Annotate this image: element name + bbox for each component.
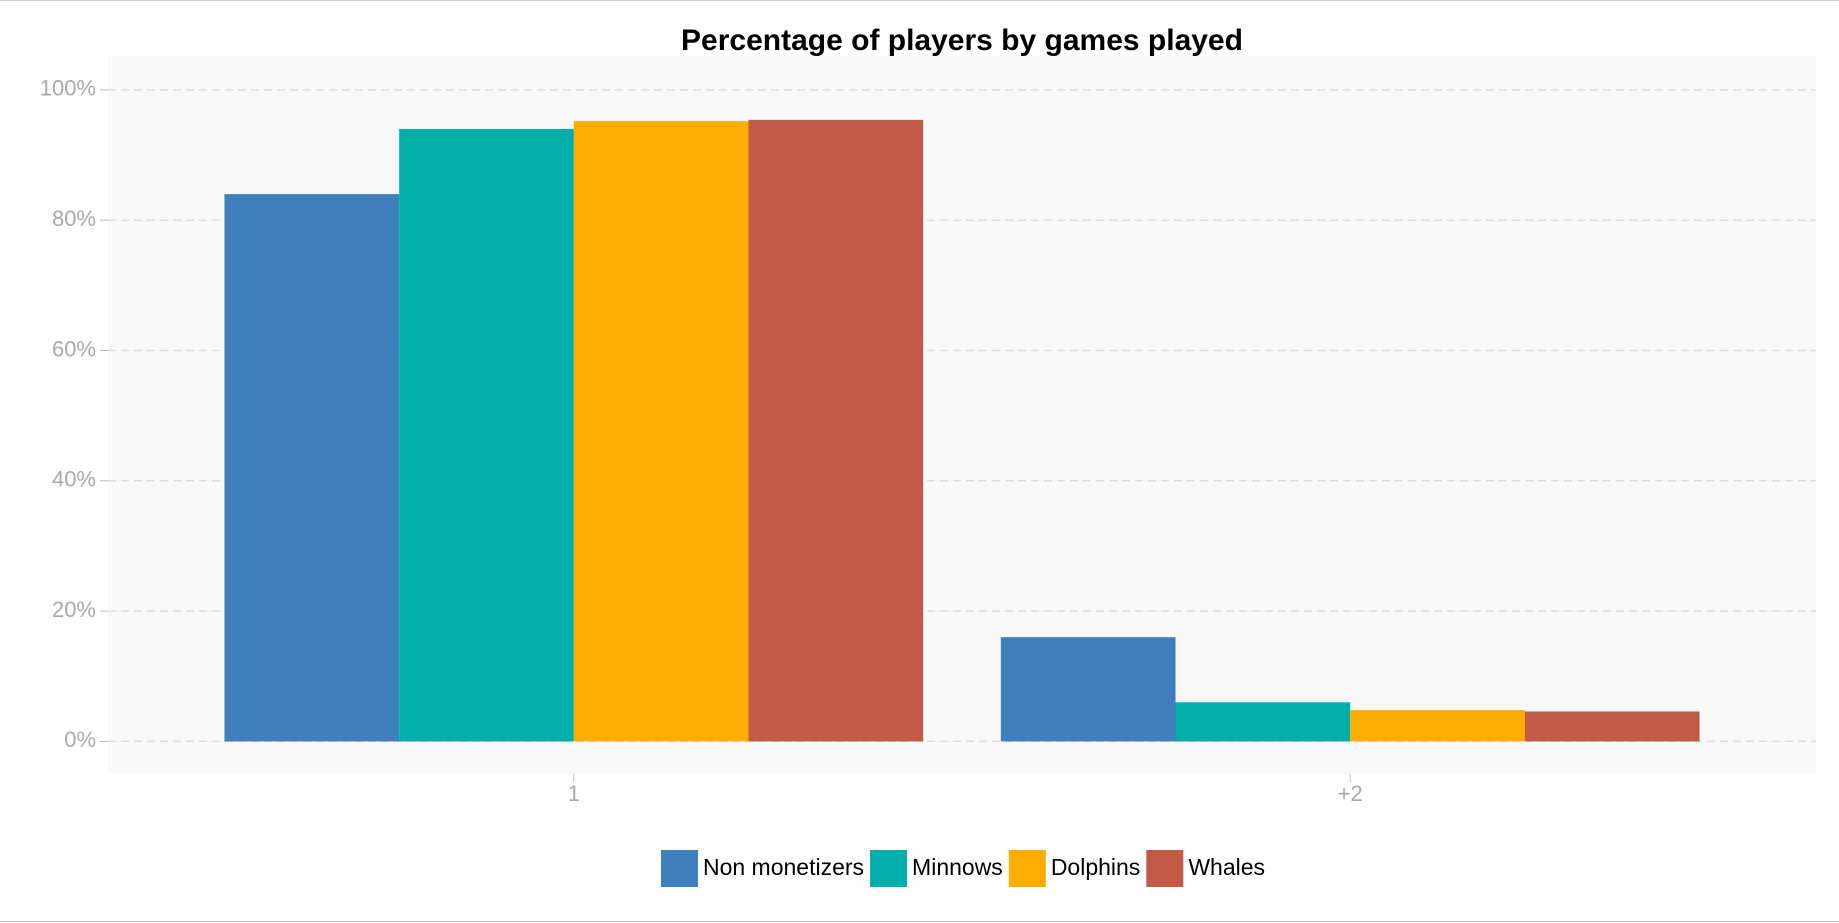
bar [1175, 702, 1351, 742]
bar [573, 121, 749, 742]
legend-label: Dolphins [1051, 854, 1141, 880]
x-tick-label: 1 [568, 781, 580, 806]
bar [1524, 711, 1700, 742]
chart-title: Percentage of players by games played [681, 24, 1243, 57]
legend-label: Non monetizers [703, 854, 864, 880]
bar [224, 194, 400, 742]
y-tick-label: 20% [52, 597, 96, 622]
y-tick-label: 0% [64, 727, 96, 752]
x-tick-label: +2 [1338, 781, 1363, 806]
legend-label: Whales [1188, 854, 1265, 880]
legend-key [1008, 850, 1046, 887]
bar [1000, 637, 1176, 742]
y-tick-label: 60% [52, 336, 96, 361]
legend-key [660, 850, 698, 887]
bar [748, 119, 924, 742]
bar [399, 128, 574, 742]
bar [1350, 710, 1525, 742]
legend-label: Minnows [912, 854, 1003, 880]
y-tick-label: 100% [40, 76, 96, 101]
legend-key [870, 850, 908, 887]
legend-key [1146, 850, 1184, 887]
y-tick-label: 40% [52, 467, 96, 492]
y-tick-label: 80% [52, 206, 96, 231]
